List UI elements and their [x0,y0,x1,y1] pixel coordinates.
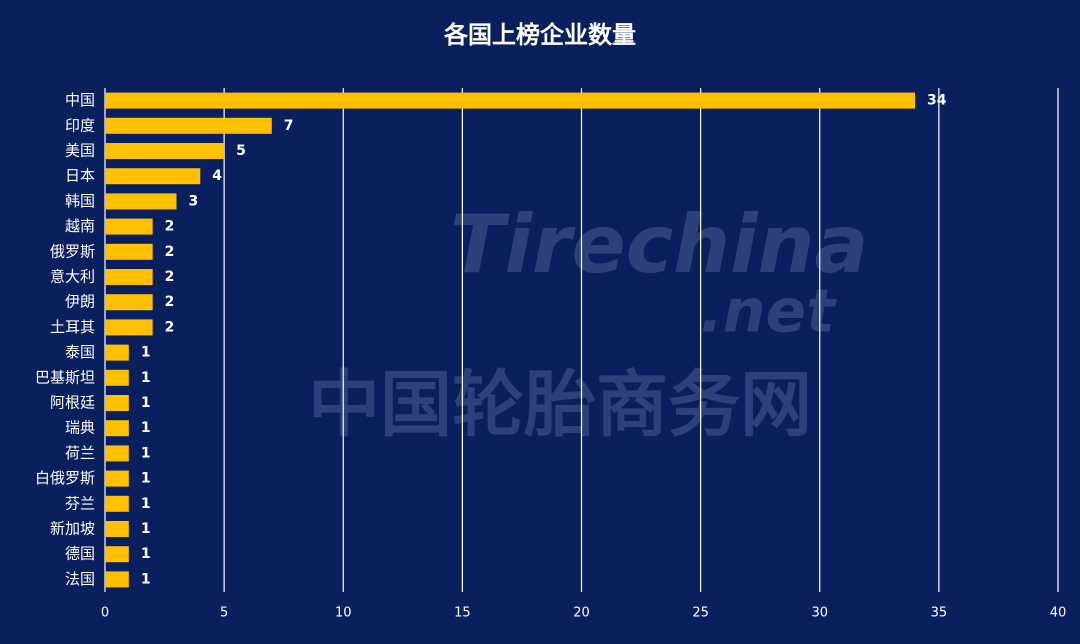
y-tick-label: 美国 [65,142,95,160]
bar [105,143,225,159]
bar [105,521,129,537]
y-tick-label: 土耳其 [50,318,95,336]
y-tick-label: 阿根廷 [50,394,95,412]
watermark: .net [700,277,837,347]
bar [105,495,129,512]
bar [105,420,129,437]
x-tick-label: 25 [692,606,709,621]
bar [105,445,129,462]
value-label: 1 [141,571,151,587]
bar [105,470,129,487]
y-tick-label: 白俄罗斯 [35,469,95,487]
y-tick-label: 意大利 [50,268,95,286]
value-label: 7 [284,118,294,134]
y-tick-label: 韩国 [65,192,95,210]
value-label: 1 [141,546,151,562]
watermark: 中国轮胎商务网 [308,363,812,447]
y-tick-label: 中国 [65,91,95,109]
value-label: 1 [141,345,151,361]
bar [105,571,129,588]
bar [105,193,177,210]
y-tick-label: 日本 [65,167,95,185]
x-tick-label: 30 [811,606,828,621]
x-tick-label: 20 [573,606,590,621]
value-label: 1 [141,521,151,537]
value-label: 2 [165,219,175,235]
bar [105,269,153,285]
x-tick-label: 0 [101,606,109,621]
bar [105,344,129,361]
bar [105,319,153,336]
value-label: 34 [927,93,947,109]
bar [105,92,916,109]
value-label: 3 [188,193,198,209]
value-label: 2 [165,294,175,310]
y-tick-label: 俄罗斯 [50,242,95,260]
y-tick-label: 法国 [65,570,95,588]
value-label: 4 [212,168,222,184]
x-tick-label: 40 [1050,606,1067,621]
x-tick-label: 15 [454,606,471,621]
value-label: 2 [165,319,175,335]
y-tick-label: 芬兰 [65,494,95,512]
bar [105,294,153,311]
value-label: 1 [141,420,151,436]
y-tick-label: 伊朗 [65,293,95,311]
value-label: 1 [141,445,151,461]
y-tick-label: 荷兰 [65,444,95,462]
bar [105,218,153,235]
x-tick-label: 35 [931,606,948,621]
value-label: 1 [141,395,151,411]
bar [105,395,129,411]
bar [105,243,153,260]
watermark: Tirechina [450,198,868,291]
x-tick-label: 10 [335,606,352,621]
bar [105,546,129,563]
y-tick-label: 德国 [65,545,95,563]
x-tick-label: 5 [220,606,228,621]
y-tick-label: 印度 [65,116,95,134]
chart-title: 各国上榜企业数量 [443,21,636,49]
y-tick-label: 巴基斯坦 [35,368,95,386]
value-label: 1 [141,370,151,386]
y-tick-label: 新加坡 [50,520,95,538]
value-label: 5 [236,143,246,159]
value-label: 1 [141,471,151,487]
bar [105,369,129,386]
value-label: 2 [165,244,175,260]
value-label: 2 [165,269,175,285]
y-tick-label: 泰国 [65,343,95,361]
bar [105,168,201,185]
bar [105,117,272,134]
y-tick-label: 越南 [65,217,95,235]
value-label: 1 [141,496,151,512]
y-tick-label: 瑞典 [65,419,95,437]
